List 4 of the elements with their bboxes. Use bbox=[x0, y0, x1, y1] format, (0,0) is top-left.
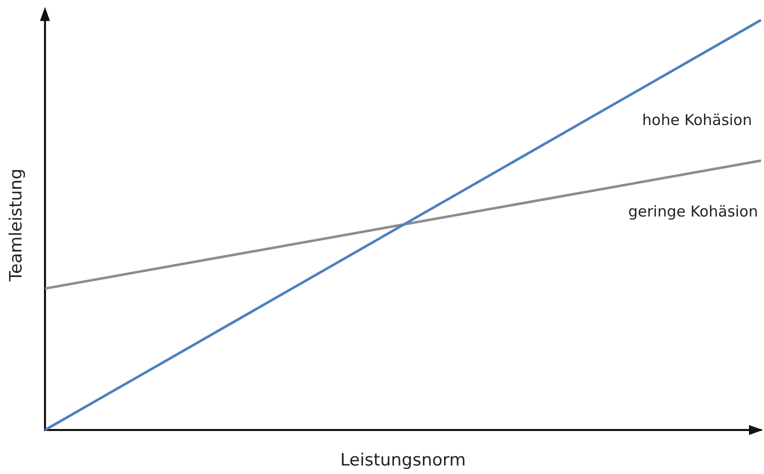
y-axis-title: Teamleistung bbox=[6, 168, 26, 282]
series-label: hohe Kohäsion bbox=[642, 111, 752, 129]
x-axis-title: Leistungsnorm bbox=[340, 450, 466, 470]
series-label: geringe Kohäsion bbox=[628, 202, 758, 221]
